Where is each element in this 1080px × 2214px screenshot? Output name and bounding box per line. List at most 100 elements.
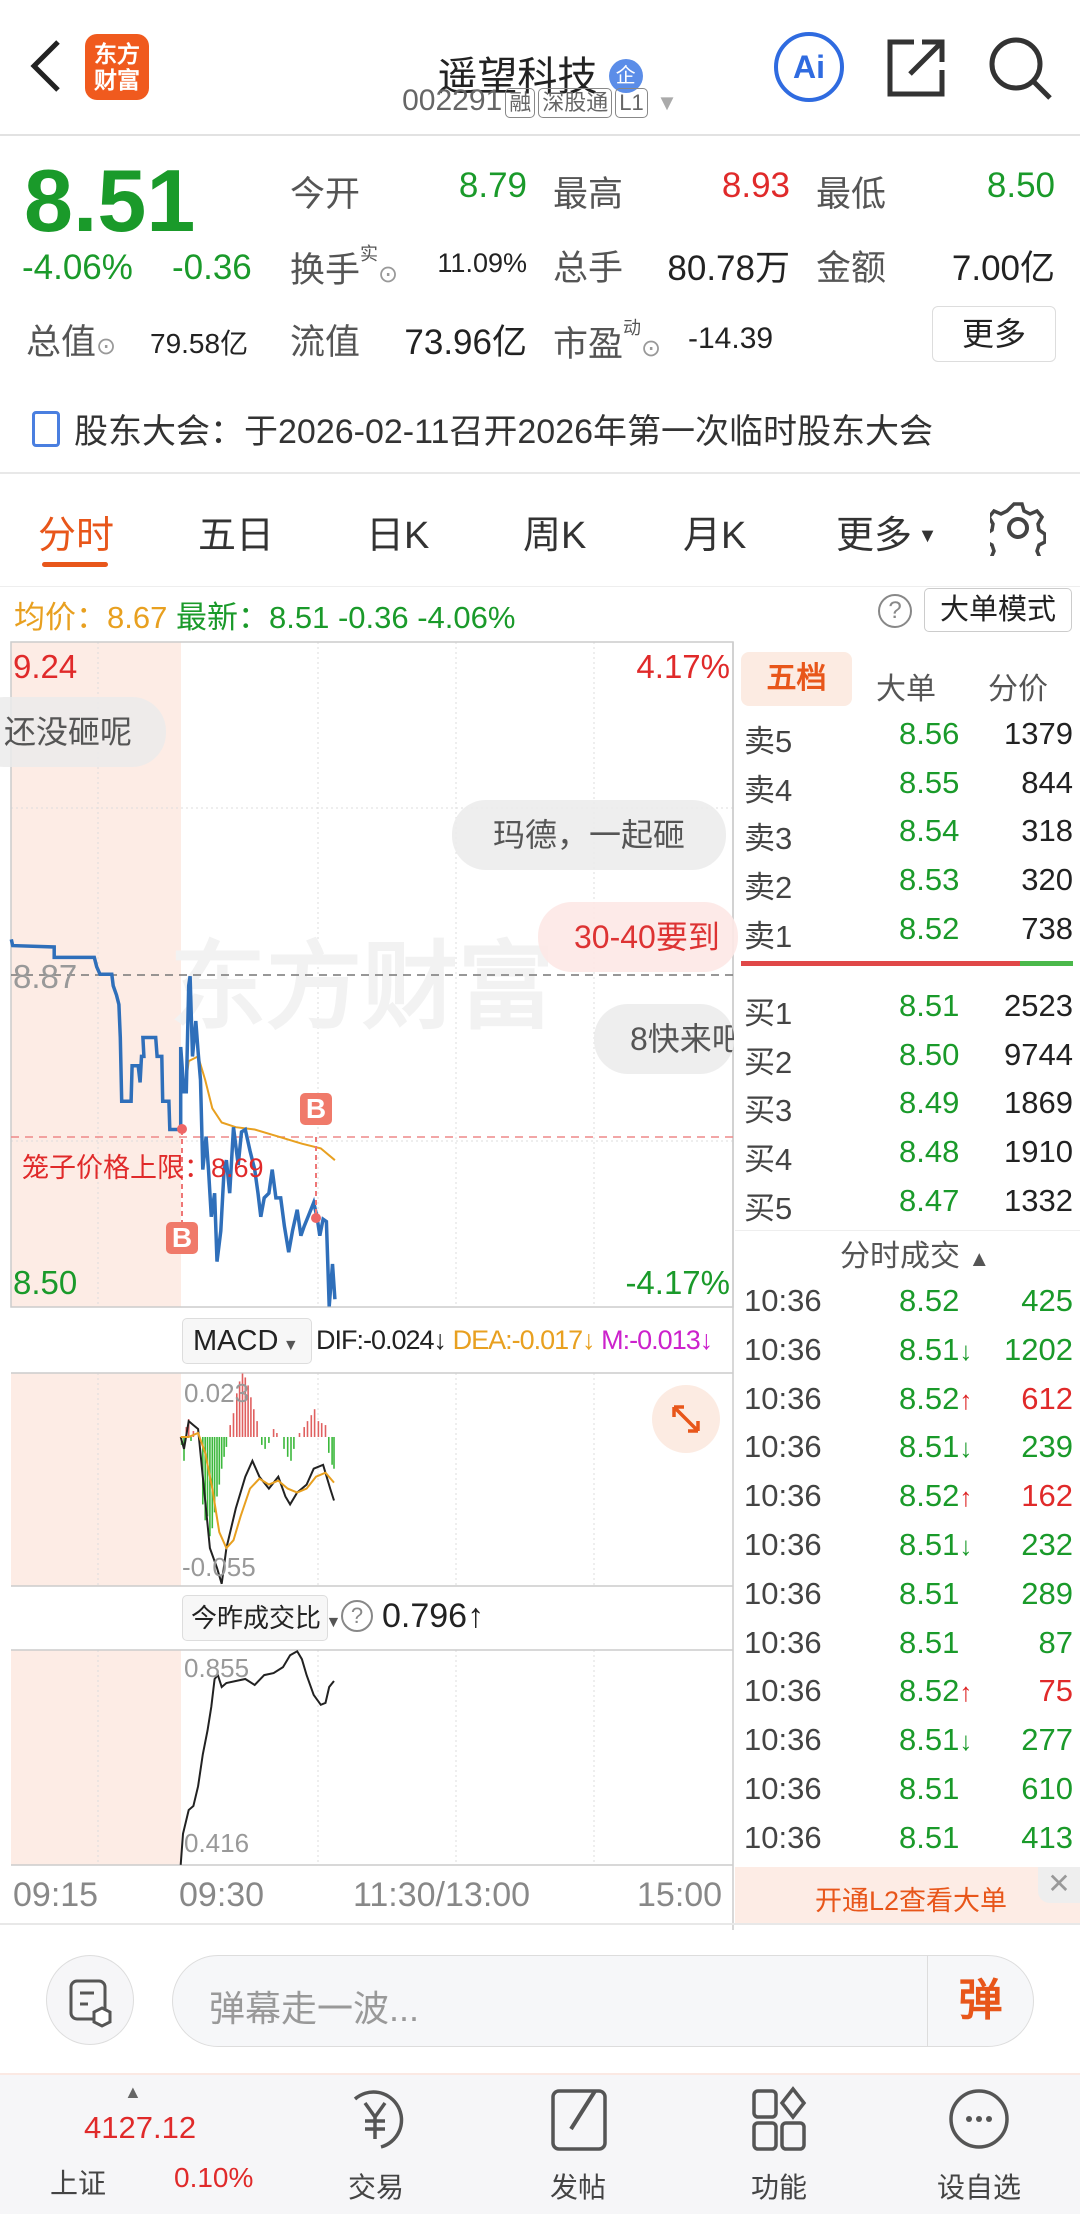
stock-code-row[interactable]: 002291 融深股通 L1 ▼	[402, 84, 678, 118]
trade-row[interactable]: 10:36 8.51 610	[744, 1771, 1073, 1806]
tab-daily-k[interactable]: 日K	[366, 515, 430, 557]
bid-row[interactable]: 买3 8.49 1869	[744, 1085, 1073, 1129]
dropdown-icon: ▼	[912, 525, 938, 547]
trade-row[interactable]: 10:36 8.52 425	[744, 1283, 1073, 1318]
help-icon[interactable]: ?	[878, 594, 912, 628]
info-icon: ⊙	[641, 335, 662, 362]
tab-monthly-k[interactable]: 月K	[683, 515, 747, 557]
y-axis-max: 9.24	[13, 648, 78, 685]
orderbook-tab-level5[interactable]: 五档	[741, 652, 852, 706]
divider	[0, 586, 1080, 587]
trade-row[interactable]: 10:36 8.51↓ 1202	[744, 1331, 1073, 1367]
trade-arrow: ↑	[959, 1482, 973, 1513]
index-ticker[interactable]: ▲ 4127.12 上证 0.10%	[50, 2082, 254, 2199]
sz-connect-tag: 深股通	[538, 88, 613, 118]
tab-active-underline	[42, 562, 108, 567]
more-button[interactable]: 更多	[932, 306, 1056, 362]
bid-row[interactable]: 买5 8.47 1332	[744, 1182, 1073, 1226]
dropdown-icon: ▼	[321, 1614, 342, 1631]
marker-b-1[interactable]: B	[166, 1222, 198, 1254]
ask-row[interactable]: 卖2 8.53 320	[744, 862, 1073, 906]
info-icon: ⊙	[96, 333, 117, 360]
yen-exchange-icon	[353, 2090, 404, 2149]
nav-post[interactable]: 发帖	[508, 2085, 648, 2206]
macd-values: DIF:-0.024↓ DEA:-0.017↓ M:-0.013↓	[316, 1325, 713, 1355]
help-icon[interactable]: ?	[341, 1600, 373, 1632]
bid-ask-ratio-bar	[741, 961, 1073, 966]
ask-row[interactable]: 卖5 8.56 1379	[744, 716, 1073, 759]
nav-add-watchlist[interactable]: 设自选	[909, 2085, 1049, 2206]
trade-row[interactable]: 10:36 8.51↓ 277	[744, 1722, 1073, 1758]
trade-row[interactable]: 10:36 8.51↓ 232	[744, 1527, 1073, 1562]
trade-row[interactable]: 10:36 8.51↓ 239	[744, 1429, 1073, 1465]
expand-button[interactable]	[652, 1385, 720, 1453]
ask-row[interactable]: 卖3 8.54 318	[744, 813, 1073, 857]
bid-row[interactable]: 买2 8.50 9744	[744, 1036, 1073, 1080]
trade-row[interactable]: 10:36 8.52↑ 162	[744, 1478, 1073, 1514]
nav-functions[interactable]: 功能	[709, 2085, 849, 2206]
close-icon[interactable]: ✕	[1038, 1867, 1080, 1903]
ask-row[interactable]: 卖4 8.55 844	[744, 764, 1073, 808]
trade-row[interactable]: 10:36 8.52↑ 612	[744, 1380, 1073, 1416]
avg-price-line	[183, 1054, 336, 1161]
notice-bar[interactable]: 股东大会：于2026-02-11召开2026年第一次临时股东大会	[32, 404, 933, 453]
expand-icon	[672, 1405, 700, 1433]
danmu-settings-button[interactable]	[46, 1955, 134, 2045]
trade-row[interactable]: 10:36 8.51 87	[744, 1624, 1073, 1660]
current-price: 8.51	[24, 151, 196, 250]
more-circle-icon	[949, 2089, 1009, 2149]
trade-arrow: ↑	[959, 1677, 973, 1708]
l2-banner[interactable]: 开通L2查看大单 ✕	[735, 1867, 1080, 1923]
grid-icon	[752, 2086, 807, 2151]
trades-title[interactable]: 分时成交 ▲	[840, 1240, 991, 1273]
caret-up-icon: ▲	[124, 2082, 142, 2102]
ratio-selector[interactable]: 今昨成交比 ▼	[182, 1595, 341, 1641]
y-axis-prev-close: 8.87	[13, 958, 78, 995]
ask-row[interactable]: 卖1 8.52 738	[744, 910, 1073, 954]
tab-intraday[interactable]: 分时	[38, 515, 115, 557]
bid-row[interactable]: 买4 8.48 1910	[744, 1134, 1073, 1178]
amount-value: 7.00亿	[951, 249, 1055, 288]
nav-trade[interactable]: 交易	[306, 2085, 446, 2206]
trade-row[interactable]: 10:36 8.51 289	[744, 1575, 1073, 1611]
macd-axis-top: 0.023	[184, 1378, 250, 1408]
stock-name: 遥望科技 企	[0, 44, 1080, 102]
intraday-chart[interactable]: 东方财富	[0, 0, 735, 1930]
settings-button[interactable]	[984, 500, 1047, 569]
mktcap-value: 79.58亿	[150, 328, 249, 359]
document-icon	[32, 411, 60, 447]
app-logo: 东方财富	[85, 34, 149, 100]
search-button[interactable]	[988, 34, 1054, 107]
macd-selector[interactable]: MACD ▼	[182, 1318, 312, 1364]
danmaku-bubble: 玛德，一起砸	[452, 800, 726, 870]
trade-row[interactable]: 10:36 8.52↑ 75	[744, 1673, 1073, 1709]
level-tag: L1	[615, 88, 648, 118]
trade-row[interactable]: 10:36 8.51 413	[744, 1819, 1073, 1855]
pe-value: -14.39	[688, 322, 774, 355]
tab-weekly-k[interactable]: 周K	[523, 515, 587, 557]
time-label: 09:30	[179, 1876, 265, 1914]
orderbook-tab-price-dist[interactable]: 分价	[988, 673, 1048, 706]
tab-more[interactable]: 更多 ▼	[836, 515, 938, 557]
big-order-mode-button[interactable]: 大单模式	[924, 588, 1072, 632]
pct-axis-min: -4.17%	[625, 1264, 730, 1301]
bid-row[interactable]: 买1 8.51 2523	[744, 988, 1073, 1031]
back-button[interactable]	[20, 34, 70, 98]
gear-icon	[984, 502, 1047, 569]
trade-arrow: ↓	[959, 1433, 973, 1464]
ratio-line	[179, 1649, 335, 1865]
tab-five-day[interactable]: 五日	[198, 515, 275, 557]
share-button[interactable]	[884, 36, 948, 105]
trade-arrow: ↓	[959, 1726, 973, 1757]
marker-b-2[interactable]: B	[300, 1093, 332, 1125]
caret-up-icon: ▲	[968, 1246, 991, 1271]
orderbook-tab-big-order[interactable]: 大单	[876, 673, 936, 706]
dropdown-icon: ▼	[278, 1337, 299, 1354]
change-pct: -4.06%	[22, 248, 133, 287]
ai-button[interactable]: Ai	[774, 32, 844, 102]
time-label: 11:30/13:00	[353, 1876, 531, 1914]
send-danmu-button[interactable]: 弹	[927, 1956, 1033, 2046]
macd-axis-bottom: -0.055	[182, 1552, 256, 1582]
danmu-input[interactable]: 弹幕走一波... 弹	[172, 1955, 1034, 2047]
danmu-settings-icon	[69, 1979, 112, 2028]
